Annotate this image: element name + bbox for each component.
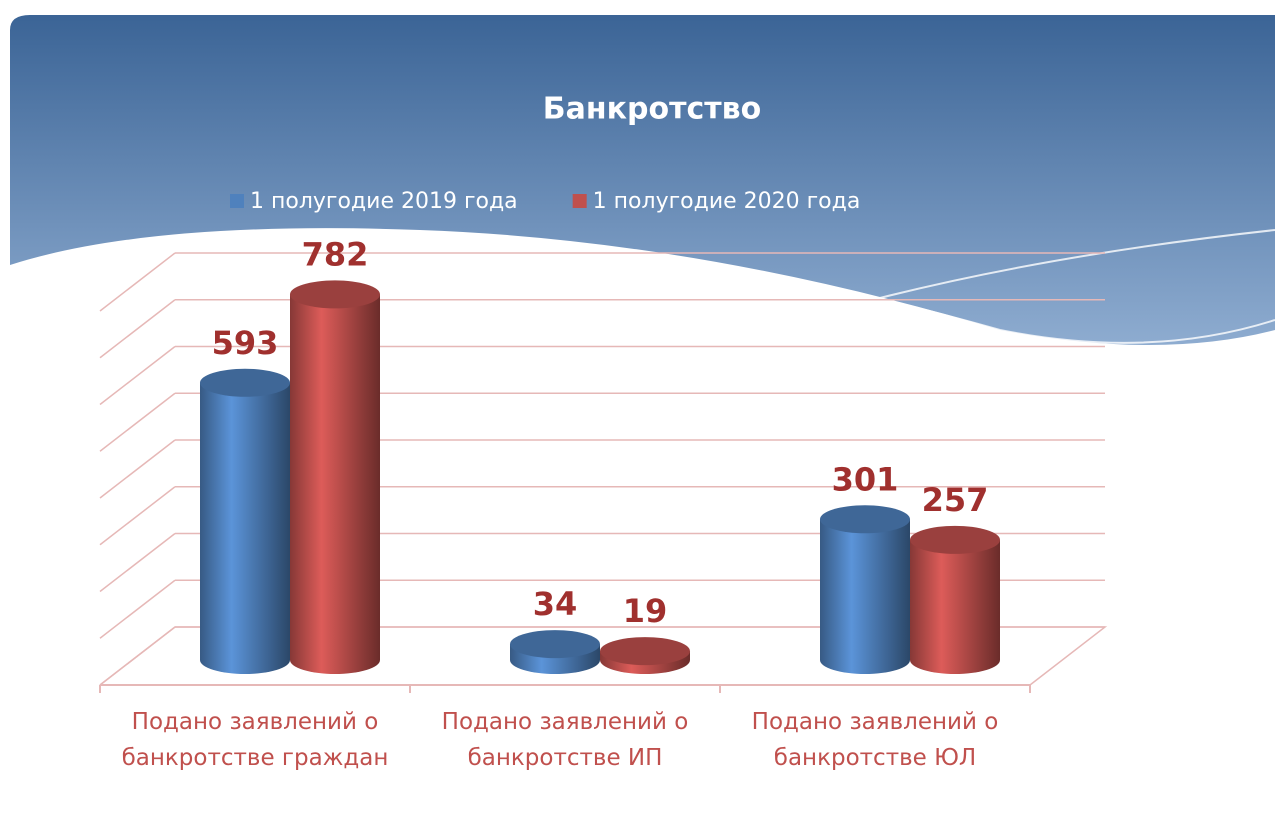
bar-body (820, 519, 910, 674)
grid-line (99, 532, 176, 593)
bar-top (510, 630, 600, 659)
legend-label: 1 полугодие 2019 года (250, 189, 518, 214)
legend-swatch (230, 194, 244, 208)
banner (10, 15, 1275, 345)
grid-line (99, 486, 176, 546)
bar-top (290, 280, 380, 309)
grid-line (99, 345, 176, 406)
data-label: 19 (623, 592, 668, 630)
x-tick-label: Подано заявлений о банкротстве ЮЛ (751, 709, 999, 771)
data-label: 301 (832, 460, 899, 498)
grid-line (99, 439, 176, 499)
data-label: 782 (302, 235, 369, 273)
wave (419, 231, 1275, 344)
bar-top (200, 368, 290, 397)
wave (799, 229, 1275, 321)
grid-line (99, 579, 176, 639)
bar (910, 525, 1000, 674)
x-tick-label: Подано заявлений о банкротстве граждан (121, 709, 389, 771)
grid-line (99, 252, 176, 312)
data-label: 34 (533, 585, 578, 623)
floor (99, 626, 1108, 686)
bar (290, 280, 380, 674)
grid-line (99, 299, 176, 359)
chart-title: Банкротство (543, 92, 761, 127)
x-tick-label: Подано заявлений о банкротстве ИП (441, 709, 689, 771)
bar-top (820, 505, 910, 534)
legend: 1 полугодие 2019 года 1 полугодие 2020 го… (230, 189, 860, 214)
bar-body (290, 294, 380, 674)
legend-swatch (572, 194, 587, 208)
bar-top (600, 637, 690, 666)
bar (820, 505, 910, 674)
bar (200, 368, 290, 674)
data-label: 593 (212, 324, 279, 362)
data-label: 257 (922, 481, 989, 519)
bar (510, 630, 600, 674)
grid-line (99, 392, 176, 452)
bar-top (910, 525, 1000, 554)
bar-body (200, 382, 290, 674)
legend-label: 1 полугодие 2020 года (593, 189, 861, 214)
bar (600, 637, 690, 674)
bar-body (910, 539, 1000, 674)
